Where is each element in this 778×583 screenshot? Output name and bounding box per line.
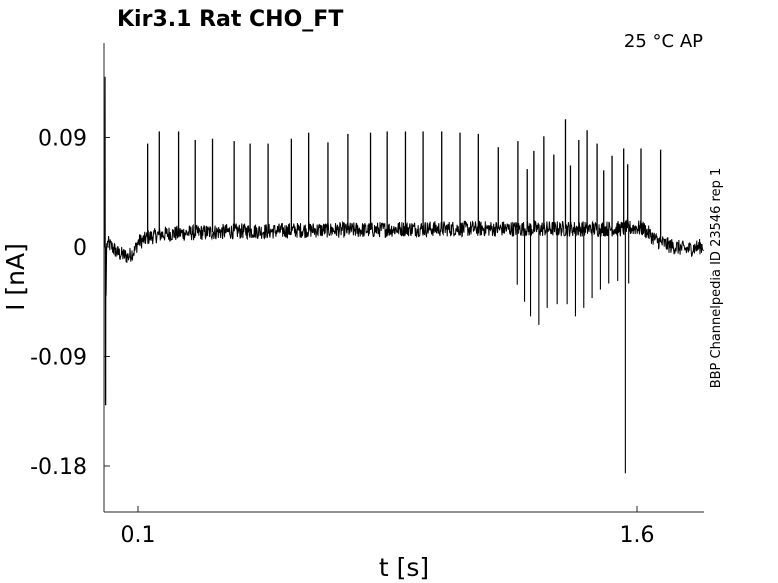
x-tick-label: 1.6: [620, 523, 655, 548]
x-axis-label: t [s]: [379, 553, 429, 582]
channelpedia-id-label: BBP Channelpedia ID 23546 rep 1: [709, 168, 724, 389]
current-trace: [104, 76, 704, 474]
y-tick-label: -0.09: [30, 346, 87, 371]
y-ticks: 0.09 0 -0.09 -0.18: [30, 127, 110, 480]
y-tick-label: -0.18: [30, 455, 87, 480]
y-tick-label: 0: [73, 236, 87, 261]
y-tick-label: 0.09: [38, 127, 87, 152]
condition-label: 25 °C AP: [624, 31, 703, 52]
y-axis-label: I [nA]: [1, 243, 30, 311]
x-ticks: 0.1 1.6: [121, 506, 655, 548]
x-tick-label: 0.1: [121, 523, 156, 548]
chart-title: Kir3.1 Rat CHO_FT: [117, 7, 343, 32]
